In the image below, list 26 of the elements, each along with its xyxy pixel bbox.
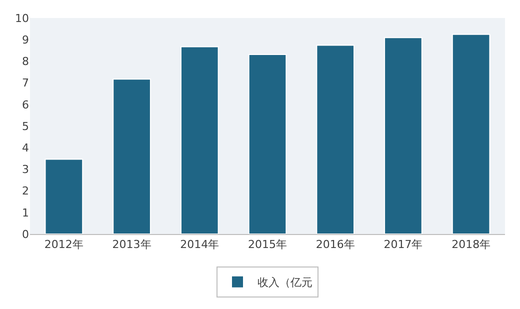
y-tick-label: 10 [15,12,29,25]
x-tick-label: 2012年 [44,238,84,252]
x-tick-label: 2013年 [112,238,152,252]
bar [452,34,490,234]
bar [316,44,355,234]
x-tick-label: 2014年 [180,238,220,252]
x-tick-label: 2015年 [248,238,287,252]
y-tick-label: 1 [22,206,29,220]
bar [112,78,151,234]
y-tick-label: 8 [22,55,29,68]
y-tick-label: 3 [22,163,29,176]
bar [44,158,84,234]
y-tick-label: 0 [22,228,29,241]
y-tick-label: 2 [22,184,29,198]
y-tick-label: 5 [22,120,29,133]
bar [248,54,287,234]
y-tick-label: 4 [22,141,29,154]
bar [384,37,422,234]
legend-label: 收入（亿元 [258,276,312,290]
x-tick-label: 2018年 [452,238,491,252]
y-tick-label: 6 [22,98,29,112]
y-tick-label: 9 [22,33,29,46]
x-tick-label: 2017年 [384,238,423,252]
x-tick-label: 2016年 [316,238,355,252]
bar [180,46,219,234]
y-tick-label: 7 [22,76,29,90]
